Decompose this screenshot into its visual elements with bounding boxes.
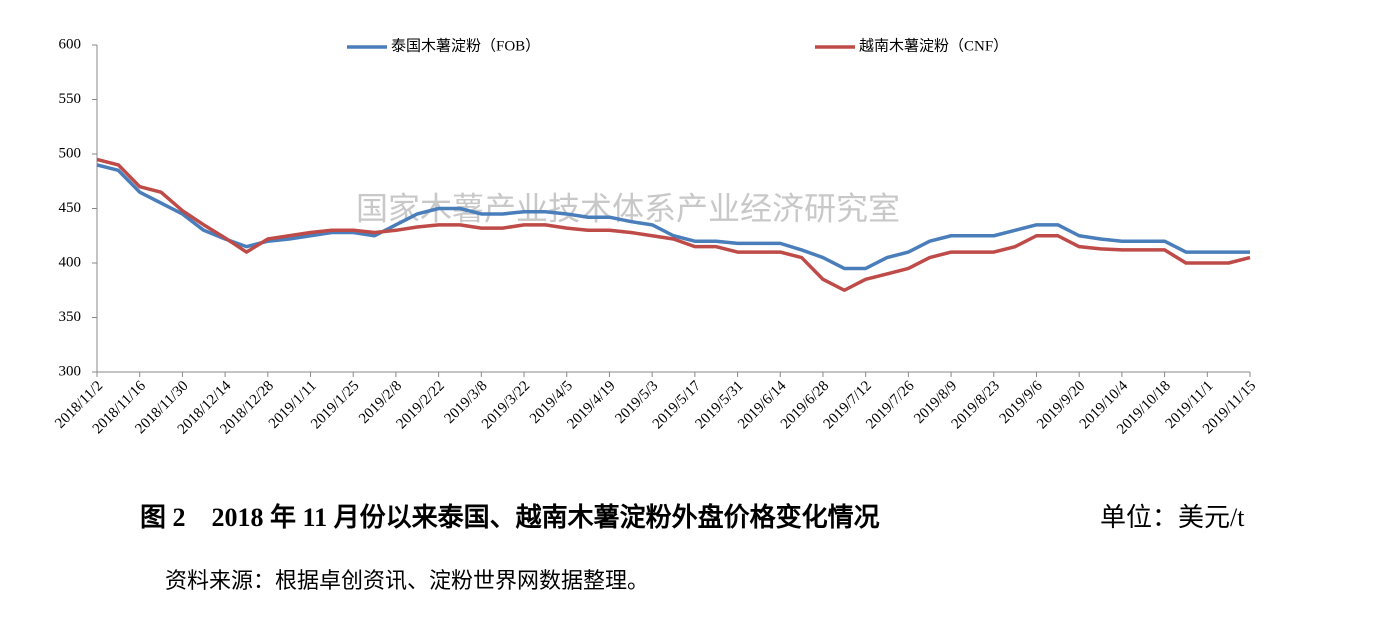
y-tick-label: 350: [59, 309, 82, 325]
data-line: [96, 157, 1251, 292]
caption: 图 2 2018 年 11 月份以来泰国、越南木薯淀粉外盘价格变化情况: [140, 502, 880, 532]
y-tick-label: 300: [59, 363, 82, 379]
unit: 单位：美元/t: [1100, 503, 1245, 532]
legend-label: 越南木薯淀粉（CNF）: [859, 37, 1008, 54]
legend-label: 泰国木薯淀粉（FOB）: [391, 37, 540, 54]
y-tick-label: 550: [59, 91, 82, 107]
y-tick-label: 600: [59, 36, 82, 52]
y-tick-label: 400: [59, 254, 82, 270]
data-line: [96, 163, 1250, 271]
x-tick-label: 2019/7/26: [863, 378, 918, 433]
y-tick-label: 450: [59, 200, 82, 216]
y-tick-label: 500: [59, 145, 82, 161]
source: 资料来源：根据卓创资讯、淀粉世界网数据整理。: [165, 568, 649, 593]
